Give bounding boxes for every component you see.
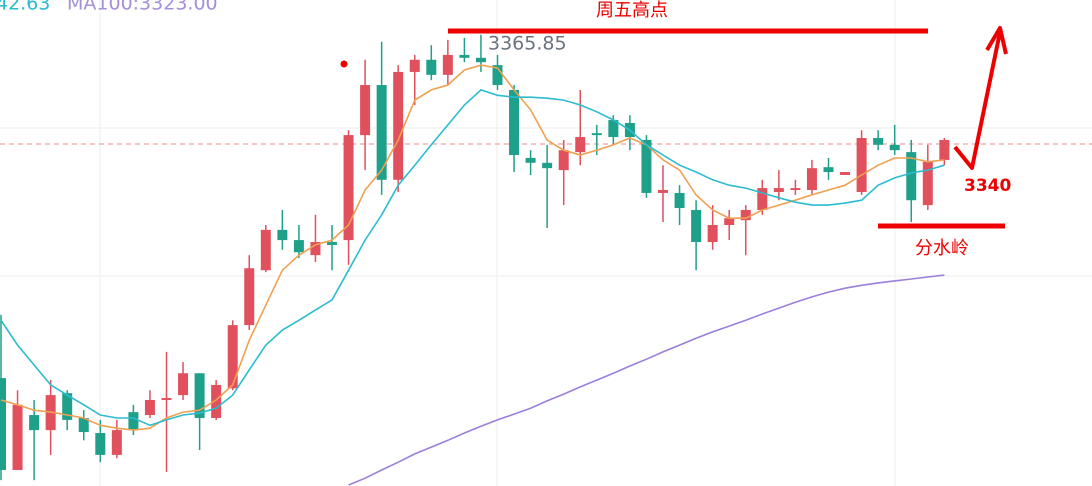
watershed-label: 分水岭 [915,238,969,259]
candle-body [757,188,768,210]
candle-body [376,85,387,180]
marker-dot [340,60,348,68]
ma-line [0,88,945,427]
candle-body [178,373,189,396]
candle-body [707,225,718,243]
candle-body [426,59,437,75]
candle-body [558,150,569,171]
candle-body [806,168,817,191]
level-label: 3340 [964,176,1011,196]
candle-body [277,229,288,241]
candle-body [343,135,354,241]
candle-body [442,54,453,75]
candle-body [889,144,900,151]
candle-body [724,218,735,226]
candle-body [244,268,255,326]
ma100-label: MA100:3323.00 [67,0,218,15]
arrow-head [985,26,1008,55]
candle-body [691,209,702,243]
arrow [953,31,1002,170]
candle-body [608,120,619,138]
ma-line [0,64,945,431]
candle-body [492,65,503,86]
candle-body [525,157,536,163]
candle-body [194,373,205,418]
candle-body [873,138,884,145]
candle-body [674,192,685,209]
candle-body [360,85,371,136]
candle-body [211,384,222,418]
candle-body [29,415,40,431]
candle-body [227,325,238,389]
candle-body [790,188,801,191]
candle-body [922,161,933,206]
high-price-label: 3365.85 [488,33,567,55]
candle-body [393,71,404,180]
candle-body [310,242,321,256]
ma-short-label: 42.63 [0,0,50,15]
candle-body [144,399,155,416]
candle-body [409,59,420,72]
candle-body [78,417,89,433]
candle-body [906,152,917,201]
candle-body [773,188,784,192]
candle-body [128,412,139,431]
candle-body [62,393,73,420]
candle-body [939,139,950,160]
candle-body [293,240,304,253]
candle-body [856,138,867,192]
candle-body [327,242,337,245]
candle-body [111,430,122,455]
candle-body [823,167,834,173]
candle-body [459,54,470,58]
plot [0,34,950,486]
candle-body [591,133,602,136]
candle-body [575,137,586,153]
candle-body [641,139,652,193]
ma-line [348,274,945,486]
candle-body [260,229,271,271]
candle-body [740,209,751,221]
candle-body [840,172,851,175]
candle-body [542,162,553,169]
candle-body [0,378,6,470]
candle-body [475,57,486,63]
candle-body [95,433,106,455]
candle-body [161,398,172,400]
candle-body [658,190,668,193]
candle-body [509,89,520,156]
friday-high-label: 周五高点 [596,0,668,21]
candle-body [12,404,23,470]
